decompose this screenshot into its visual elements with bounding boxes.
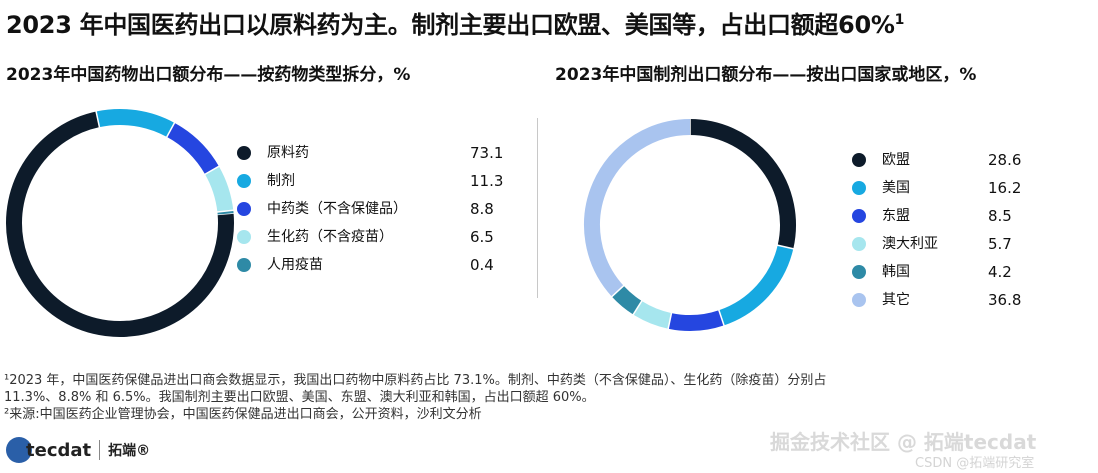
donut-slice-3 [204,166,234,213]
donut-slice-1 [96,109,175,138]
title-footnote-mark: 1 [894,12,905,28]
tecdat-logo: tecdat 拓端® [6,437,150,463]
legend-swatch [852,153,866,167]
donut-slice-separator [216,209,235,213]
logo-separator [99,440,101,460]
legend-value: 8.5 [988,207,1012,225]
donut-slice-separator [717,309,726,327]
donut-slice-separator [95,110,101,129]
chart-divider [537,118,538,298]
right-chart-title: 2023年中国制剂出口额分布——按出口国家或地区，% [555,65,977,85]
donut-slice-separator [667,311,673,330]
legend-swatch [852,209,866,223]
donut-slice-separator [165,121,176,139]
legend-swatch [852,181,866,195]
legend-swatch [852,237,866,251]
donut-slice-1 [718,244,794,326]
legend-value: 8.8 [470,200,494,218]
page-title: 2023 年中国医药出口以原料药为主。制剂主要出口欧盟、美国等，占出口额超60%… [6,5,904,40]
donut-slice-2 [668,310,725,331]
footnotes: ¹2023 年，中国医药保健品进出口商会数据显示，我国出口药物中原料药占比 73… [4,372,1094,423]
legend-value: 4.2 [988,263,1012,281]
legend-swatch [852,293,866,307]
legend-label: 澳大利亚 [882,236,938,252]
donut-slice-separator [632,299,643,316]
legend-label: 其它 [882,292,910,308]
legend-swatch [852,265,866,279]
legend-label: 欧盟 [882,152,910,168]
legend-value: 36.8 [988,291,1022,309]
legend-swatch [237,230,251,244]
legend-label: 东盟 [882,208,910,224]
legend-label: 韩国 [882,264,910,280]
legend-label: 美国 [882,180,910,196]
left-donut-chart [6,109,235,337]
logo-text: tecdat [26,439,92,461]
legend-value: 6.5 [470,228,494,246]
page-title-text: 2023 年中国医药出口以原料药为主。制剂主要出口欧盟、美国等，占出口额超60% [6,11,895,39]
legend-value: 0.4 [470,256,494,274]
legend-swatch [237,146,251,160]
legend-swatch [237,202,251,216]
donut-slice-separator [776,244,795,250]
legend-swatch [237,174,251,188]
footnote-line: ²来源:中国医药企业管理协会，中国医药保健品进出口商会，公开资料，沙利文分析 [4,407,482,422]
donut-slice-2 [166,122,219,175]
donut-slice-3 [633,300,672,329]
footnote-line: ¹2023 年，中国医药保健品进出口商会数据显示，我国出口药物中原料药占比 73… [4,373,827,388]
donut-slice-4 [611,285,642,315]
logo-cn-text: 拓端® [108,443,151,459]
legend-label: 人用疫苗 [267,257,323,273]
legend-label: 原料药 [267,145,309,161]
right-donut-chart [584,118,796,331]
donut-slice-0 [689,119,796,249]
donut-slice-5 [584,119,691,297]
watermark: 掘金技术社区 @ 拓端tecdat [770,430,1037,454]
legend-value: 5.7 [988,235,1012,253]
logo-circle-icon [6,437,32,463]
legend-label: 制剂 [267,173,295,189]
legend-value: 28.6 [988,151,1022,169]
legend-value: 16.2 [988,179,1022,197]
legend-label: 生化药（不含疫苗） [267,229,393,245]
legend-swatch [237,258,251,272]
legend-value: 11.3 [470,172,504,190]
footnote-line: 11.3%、8.8% 和 6.5%。我国制剂主要出口欧盟、美国、东盟、澳大利亚和… [4,390,595,405]
legend-label: 中药类（不含保健品） [267,201,407,217]
donut-slice-0 [6,111,234,337]
left-chart-title: 2023年中国药物出口额分布——按药物类型拆分，% [6,65,411,85]
donut-slice-separator [203,165,221,176]
donut-slice-separator [610,284,625,298]
legend-value: 73.1 [470,144,504,162]
watermark-csdn: CSDN @拓端研究室 [915,456,1035,471]
